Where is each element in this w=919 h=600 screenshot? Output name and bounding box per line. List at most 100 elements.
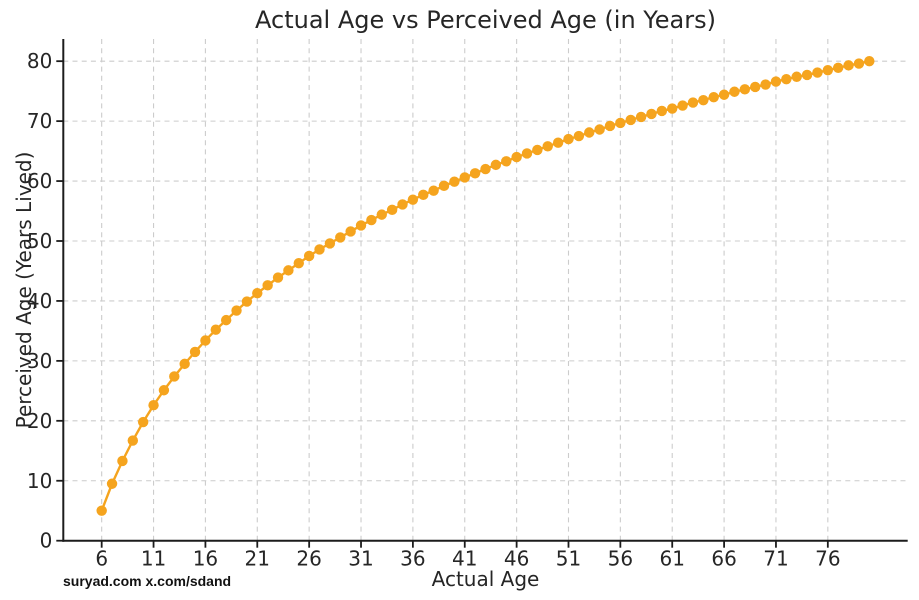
data-point-marker (687, 97, 699, 108)
data-point-marker (542, 141, 553, 152)
y-tick-label: 30 (27, 349, 52, 373)
data-point-marker (335, 232, 346, 243)
y-tick-label: 60 (27, 169, 52, 193)
x-tick-label: 31 (348, 547, 373, 571)
data-point-marker (366, 214, 377, 226)
data-point-marker (252, 287, 263, 299)
y-tick-label: 0 (40, 529, 53, 553)
data-point-marker (718, 89, 730, 100)
x-tick-label: 26 (296, 547, 321, 571)
data-point-marker (708, 91, 719, 103)
data-point-marker (449, 176, 460, 187)
x-tick-label: 11 (141, 547, 166, 571)
x-tick-label: 51 (556, 547, 581, 571)
data-point-marker (303, 250, 315, 262)
x-axis-label: Actual Age (431, 567, 540, 591)
data-point-marker (127, 435, 139, 446)
data-point-marker (501, 156, 512, 167)
data-point-marker (293, 257, 304, 269)
data-point-marker (635, 111, 647, 123)
data-point-marker (656, 105, 668, 117)
data-point-marker (345, 226, 356, 237)
data-point-marker (698, 94, 709, 106)
data-point-marker (584, 127, 595, 138)
data-point-marker (231, 305, 242, 316)
data-point-marker (469, 168, 481, 179)
tick-marks (56, 60, 829, 548)
data-point-marker (117, 455, 128, 467)
y-tick-labels: 0 10 20 30 40 50 60 70 80 (27, 49, 52, 553)
data-point-marker (189, 346, 201, 358)
data-point-marker (739, 84, 751, 95)
data-point-marker (272, 272, 284, 283)
data-point-marker (552, 137, 564, 148)
x-tick-label: 76 (815, 547, 840, 571)
series-markers (96, 55, 875, 516)
x-tick-label: 71 (763, 547, 788, 571)
data-point-marker (563, 133, 574, 145)
y-tick-label: 20 (27, 409, 52, 433)
data-point-marker (169, 371, 180, 382)
data-point-marker (324, 238, 336, 249)
y-tick-label: 70 (27, 109, 52, 133)
data-point-marker (532, 144, 543, 156)
data-point-marker (573, 130, 585, 142)
data-point-marker (179, 358, 190, 370)
data-point-marker (729, 86, 740, 97)
data-point-marker (137, 416, 149, 428)
data-point-marker (428, 185, 439, 196)
data-point-marker (314, 244, 325, 255)
data-point-marker (750, 81, 761, 93)
data-point-marker (646, 108, 657, 120)
data-point-marker (511, 151, 522, 163)
data-point-marker (283, 265, 294, 276)
data-point-marker (615, 117, 626, 129)
y-tick-label: 40 (27, 289, 52, 313)
x-tick-label: 66 (711, 547, 736, 571)
axes-spines (62, 39, 908, 542)
data-point-marker (355, 220, 367, 231)
x-tick-label: 21 (245, 547, 270, 571)
x-tick-label: 56 (608, 547, 633, 571)
data-point-marker (418, 189, 429, 201)
y-tick-label: 50 (27, 229, 52, 253)
data-point-marker (262, 280, 273, 291)
data-point-marker (677, 100, 688, 111)
data-point-marker (853, 58, 865, 69)
data-point-marker (158, 385, 170, 396)
x-tick-label: 36 (400, 547, 425, 571)
data-point-marker (625, 114, 636, 126)
data-point-marker (594, 124, 605, 135)
data-point-marker (832, 62, 844, 73)
y-tick-label: 80 (27, 49, 52, 73)
data-point-marker (376, 209, 387, 220)
data-point-marker (438, 180, 450, 192)
data-point-marker (812, 67, 823, 78)
watermark: suryad.com x.com/sdand (63, 573, 232, 589)
data-point-marker (106, 478, 118, 489)
data-point-marker (667, 103, 678, 114)
data-point-marker (791, 71, 802, 82)
x-tick-label: 41 (452, 547, 477, 571)
x-tick-label: 46 (504, 547, 529, 571)
data-point-marker (781, 73, 792, 85)
data-point-marker (241, 296, 253, 307)
data-point-marker (801, 69, 813, 81)
data-point-marker (822, 64, 834, 76)
y-axis-label: Perceived Age (Years Lived) (12, 151, 36, 429)
series-line (100, 60, 870, 512)
data-point-marker (210, 324, 221, 335)
data-point-marker (770, 76, 782, 87)
data-point-marker (864, 55, 875, 67)
data-point-marker (386, 204, 398, 216)
x-tick-label: 61 (659, 547, 684, 571)
data-point-marker (397, 199, 408, 210)
gridlines (63, 39, 908, 542)
y-tick-label: 10 (27, 469, 52, 493)
data-point-marker (148, 400, 159, 411)
x-tick-labels: 6 11 16 21 26 31 36 41 46 51 56 61 66 71 76 (95, 547, 840, 571)
data-point-marker (843, 60, 854, 71)
data-point-marker (407, 194, 419, 205)
